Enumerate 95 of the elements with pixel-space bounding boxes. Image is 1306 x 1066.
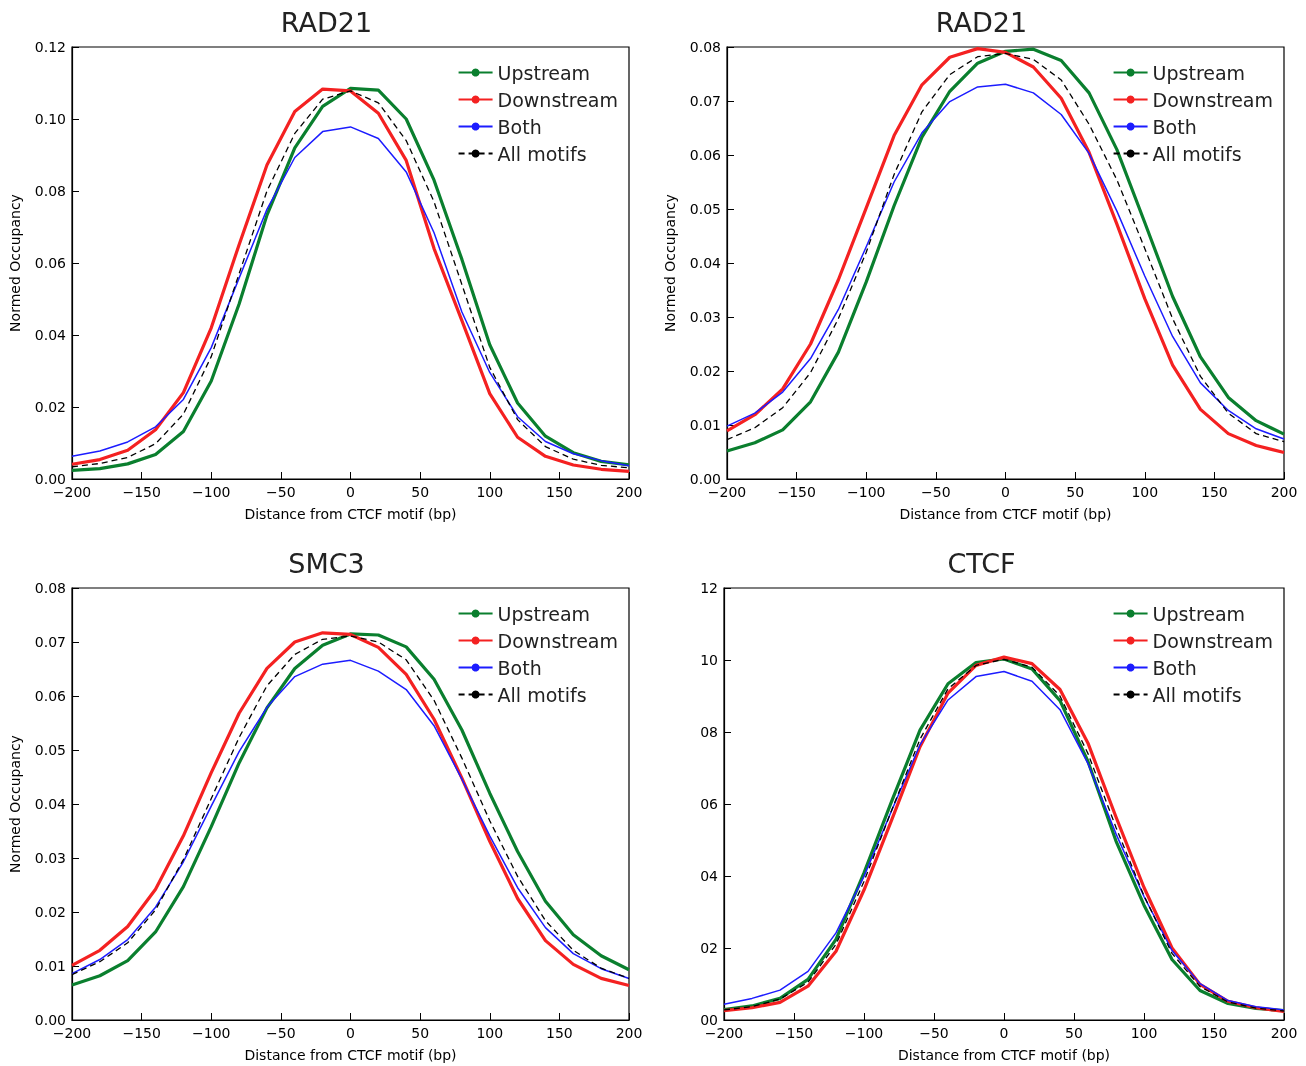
x-tick-label: 150 bbox=[1200, 1025, 1228, 1041]
y-tick-label: 0.06 bbox=[689, 147, 722, 163]
y-tick-label: 0.01 bbox=[689, 417, 721, 433]
x-tick-label: 0 bbox=[1001, 484, 1010, 500]
legend-label: Downstream bbox=[497, 629, 618, 652]
legend-label: Downstream bbox=[497, 88, 618, 111]
legend-label: Both bbox=[497, 656, 542, 679]
x-tick-label: 100 bbox=[1131, 484, 1159, 500]
x-axis-title: Distance from CTCF motif (bp) bbox=[244, 1047, 457, 1063]
x-tick-label: 150 bbox=[1201, 484, 1228, 500]
x-tick-label: 0 bbox=[346, 484, 355, 500]
x-tick-label: 200 bbox=[1270, 484, 1298, 500]
x-tick-label: −200 bbox=[707, 484, 747, 500]
legend-label: Upstream bbox=[1152, 602, 1246, 625]
x-axis-title: Distance from CTCF motif (bp) bbox=[897, 1047, 1111, 1063]
y-tick-label: 0.00 bbox=[34, 1012, 66, 1028]
y-tick-label: 0.01 bbox=[34, 958, 66, 974]
y-axis-title: Normed Occupancy bbox=[662, 194, 678, 332]
x-tick-label: −50 bbox=[919, 1025, 949, 1041]
x-tick-label: 100 bbox=[1130, 1025, 1158, 1041]
y-tick-label: 06 bbox=[700, 796, 719, 812]
chart-title: RAD21 bbox=[935, 7, 1028, 38]
y-tick-label: 0.10 bbox=[34, 111, 66, 127]
legend-label: All motifs bbox=[1152, 142, 1242, 165]
x-tick-label: −200 bbox=[704, 1025, 744, 1041]
x-tick-label: 200 bbox=[1270, 1025, 1298, 1041]
x-tick-label: 0 bbox=[346, 1025, 355, 1041]
legend-label: Both bbox=[497, 115, 542, 138]
x-tick-label: 50 bbox=[411, 484, 430, 500]
x-tick-label: 0 bbox=[999, 1025, 1009, 1041]
y-tick-label: 10 bbox=[700, 652, 718, 668]
y-tick-label: 0.08 bbox=[34, 183, 66, 199]
x-tick-label: 50 bbox=[411, 1025, 430, 1041]
x-tick-label: 100 bbox=[476, 484, 504, 500]
legend-label: Both bbox=[1152, 115, 1197, 138]
y-tick-label: 0.05 bbox=[34, 742, 66, 758]
legend-label: Upstream bbox=[497, 602, 591, 625]
y-tick-label: 0.03 bbox=[689, 309, 721, 325]
y-tick-label: 00 bbox=[700, 1012, 718, 1028]
legend-label: All motifs bbox=[497, 142, 587, 165]
y-tick-label: 0.02 bbox=[34, 399, 66, 415]
legend-label: Upstream bbox=[497, 61, 591, 84]
x-tick-label: 150 bbox=[546, 484, 573, 500]
x-axis-title: Distance from CTCF motif (bp) bbox=[899, 506, 1112, 522]
legend-label: Downstream bbox=[1152, 629, 1273, 652]
x-tick-label: 100 bbox=[476, 1025, 504, 1041]
x-tick-label: −50 bbox=[266, 1025, 296, 1041]
chart-title: SMC3 bbox=[288, 548, 365, 579]
y-tick-label: 0.12 bbox=[34, 39, 66, 55]
x-tick-label: −100 bbox=[844, 1025, 884, 1041]
y-tick-label: 0.08 bbox=[34, 580, 66, 596]
y-tick-label: 0.06 bbox=[34, 688, 67, 704]
chart-title: CTCF bbox=[947, 548, 1016, 579]
chart-title: RAD21 bbox=[280, 7, 373, 38]
y-tick-label: 0.00 bbox=[689, 471, 721, 487]
x-tick-label: −100 bbox=[847, 484, 886, 500]
x-tick-label: −100 bbox=[192, 484, 231, 500]
y-tick-label: 08 bbox=[700, 724, 718, 740]
x-axis-title: Distance from CTCF motif (bp) bbox=[244, 506, 457, 522]
y-axis-title: Normed Occupancy bbox=[7, 735, 23, 873]
legend-label: All motifs bbox=[1152, 683, 1242, 706]
y-tick-label: 0.06 bbox=[34, 255, 67, 271]
y-tick-label: 04 bbox=[700, 868, 719, 884]
y-tick-label: 0.04 bbox=[34, 796, 67, 812]
y-tick-label: 0.07 bbox=[689, 93, 721, 109]
x-tick-label: −200 bbox=[52, 484, 92, 500]
y-tick-label: 0.04 bbox=[34, 327, 67, 343]
y-tick-label: 02 bbox=[700, 940, 718, 956]
y-tick-label: 0.03 bbox=[34, 850, 66, 866]
x-tick-label: −150 bbox=[774, 1025, 814, 1041]
x-tick-label: −150 bbox=[122, 1025, 161, 1041]
x-tick-label: −50 bbox=[921, 484, 951, 500]
legend-label: Upstream bbox=[1152, 61, 1246, 84]
x-tick-label: 150 bbox=[546, 1025, 573, 1041]
legend-label: Downstream bbox=[1152, 88, 1273, 111]
legend-label: Both bbox=[1152, 656, 1197, 679]
y-tick-label: 0.05 bbox=[689, 201, 721, 217]
y-tick-label: 12 bbox=[700, 580, 718, 596]
y-tick-label: 0.07 bbox=[34, 634, 66, 650]
x-tick-label: −200 bbox=[52, 1025, 92, 1041]
x-tick-label: 200 bbox=[615, 484, 643, 500]
y-axis-title: Normed Occupancy bbox=[7, 194, 23, 332]
y-tick-label: 0.00 bbox=[34, 471, 66, 487]
y-tick-label: 0.08 bbox=[689, 39, 721, 55]
x-tick-label: 200 bbox=[615, 1025, 643, 1041]
x-tick-label: −150 bbox=[777, 484, 816, 500]
x-tick-label: 50 bbox=[1066, 484, 1085, 500]
y-tick-label: 0.04 bbox=[689, 255, 722, 271]
x-tick-label: −100 bbox=[192, 1025, 231, 1041]
x-tick-label: −50 bbox=[266, 484, 296, 500]
x-tick-label: 50 bbox=[1065, 1025, 1083, 1041]
y-tick-label: 0.02 bbox=[689, 363, 721, 379]
legend-label: All motifs bbox=[497, 683, 587, 706]
y-tick-label: 0.02 bbox=[34, 904, 66, 920]
x-tick-label: −150 bbox=[122, 484, 161, 500]
